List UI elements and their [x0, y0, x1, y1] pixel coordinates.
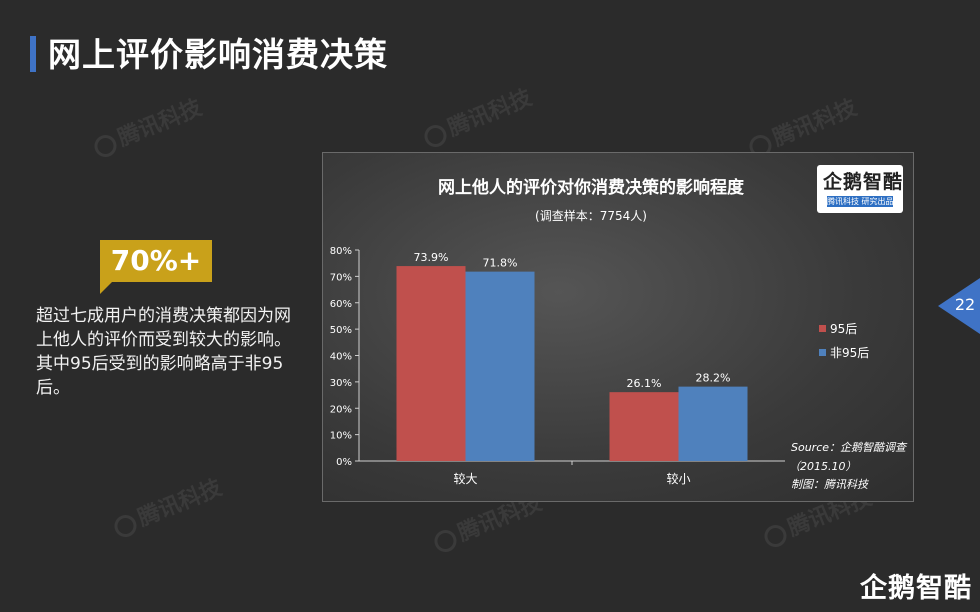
y-tick-label: 50%: [330, 325, 352, 336]
chart-source-date: （2015.10）: [789, 460, 857, 473]
chart-title: 网上他人的评价对你消费决策的影响程度: [438, 177, 745, 198]
legend-swatch: [819, 349, 826, 356]
watermark-logo-icon: [431, 526, 460, 556]
watermark: 腾讯科技: [88, 90, 206, 162]
title-accent-bar: [30, 36, 36, 72]
chart-card: 网上他人的评价对你消费决策的影响程度 (调查样本：7754人) Source：企…: [322, 152, 914, 502]
data-label: 26.1%: [627, 377, 662, 390]
watermark: 腾讯科技: [108, 470, 226, 542]
page-number-tab: [938, 278, 980, 334]
watermark-logo-icon: [111, 511, 140, 541]
logo-badge: 企鹅智酷 腾讯科技 研究出品: [817, 165, 903, 213]
y-tick-label: 10%: [330, 431, 352, 442]
y-tick-label: 70%: [330, 272, 352, 283]
x-tick-label: 较小: [666, 471, 690, 486]
page-title: 网上评价影响消费决策: [48, 35, 388, 74]
legend-swatch: [819, 325, 826, 332]
data-label: 28.2%: [696, 372, 731, 385]
logo-subtitle: 腾讯科技 研究出品: [827, 196, 894, 207]
summary-text: 超过七成用户的消费决策都因为网上他人的评价而受到较大的影响。其中95后受到的影响…: [36, 306, 291, 398]
stat-badge-tail: [100, 282, 112, 294]
watermark: 腾讯科技: [418, 80, 536, 152]
chart-credit: 制图：腾讯科技: [791, 478, 870, 491]
y-tick-label: 40%: [330, 352, 352, 363]
bar: [678, 386, 748, 461]
y-tick-label: 20%: [330, 404, 352, 415]
page-number: 22: [954, 295, 976, 314]
x-tick-label: 较大: [453, 471, 477, 486]
y-tick-label: 80%: [330, 246, 352, 257]
stat-badge: 70%+: [100, 240, 212, 282]
legend-label: 非95后: [830, 346, 869, 360]
data-label: 73.9%: [414, 251, 449, 264]
brand-logo: 企鹅智酷: [860, 573, 972, 604]
chart-subtitle: (调查样本：7754人): [535, 208, 647, 223]
watermark-logo-icon: [91, 131, 120, 161]
watermark-logo-icon: [421, 121, 450, 151]
bar-chart: 网上他人的评价对你消费决策的影响程度 (调查样本：7754人) Source：企…: [330, 177, 908, 491]
y-tick-label: 0%: [336, 457, 352, 468]
legend-label: 95后: [830, 322, 857, 336]
watermark-logo-icon: [761, 521, 790, 551]
chart-source: Source：企鹅智酷调查: [791, 441, 908, 454]
logo-name: 企鹅智酷: [823, 171, 904, 193]
bar: [396, 266, 466, 461]
bar: [609, 392, 679, 461]
y-tick-label: 30%: [330, 378, 352, 389]
bar: [465, 271, 535, 461]
data-label: 71.8%: [483, 257, 518, 270]
y-tick-label: 60%: [330, 299, 352, 310]
